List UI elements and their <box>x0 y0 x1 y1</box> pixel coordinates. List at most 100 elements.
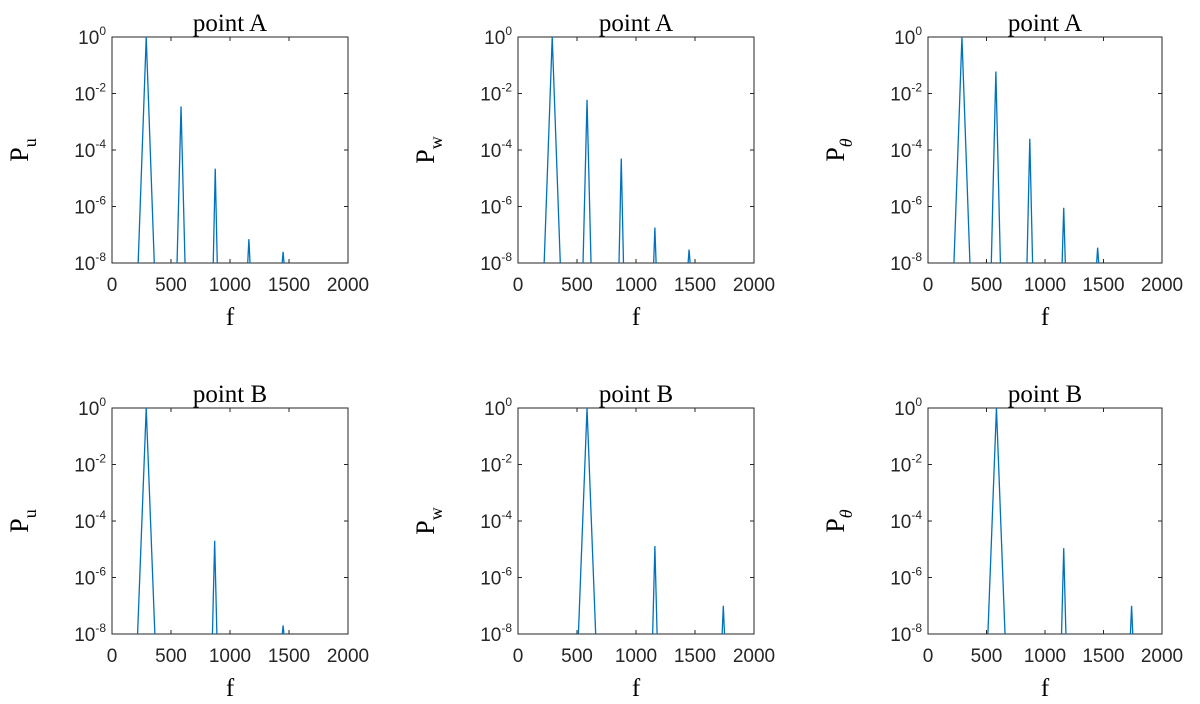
spectrum-peak-1 <box>137 37 155 263</box>
spectrum-peak-3 <box>281 625 285 634</box>
spectrum-peak-2 <box>651 546 658 634</box>
x-tick-label: 2000 <box>327 275 369 296</box>
subplot-title: point B <box>599 381 673 408</box>
subplot-3: 0 500 1000 1500 2000 10-8 10-6 10-4 10-2 100 point… <box>821 10 1183 331</box>
x-tick-label: 1000 <box>1024 275 1066 296</box>
spectrum-peak-4 <box>1061 207 1066 263</box>
y-tick-label: 10-8 <box>890 621 922 646</box>
subplot-title: point A <box>599 10 673 37</box>
x-axis-label: f <box>632 675 641 702</box>
subplot-title: point A <box>193 10 267 37</box>
y-tick-label: 10-4 <box>74 508 106 533</box>
y-tick-label: 10-2 <box>480 452 512 477</box>
y-tick-label: 10-2 <box>890 81 922 106</box>
y-tick-label: 10-4 <box>890 508 922 533</box>
spectrum-peak-1 <box>136 408 156 634</box>
spectrum-peak-3 <box>618 158 625 263</box>
spectrum-peak-4 <box>652 227 657 263</box>
x-tick-label: 500 <box>561 275 593 296</box>
x-tick-label: 1000 <box>209 646 251 667</box>
x-axis-label: f <box>632 304 641 331</box>
spectrum-peak-2 <box>582 99 592 263</box>
y-axis-label: Pθ <box>821 138 856 161</box>
spectrum-peak-2 <box>176 106 186 263</box>
y-tick-label: 10-2 <box>74 81 106 106</box>
x-tick-label: 500 <box>971 275 1003 296</box>
y-tick-label: 10-6 <box>480 194 512 219</box>
x-tick-label: 500 <box>155 275 187 296</box>
y-tick-label: 10-4 <box>890 137 922 162</box>
x-tick-label: 0 <box>107 646 118 667</box>
x-tick-label: 500 <box>971 646 1003 667</box>
spectrum-peak-2 <box>1060 548 1067 634</box>
x-tick-label: 0 <box>107 275 118 296</box>
spectrum-peak-2 <box>990 71 1002 263</box>
x-tick-label: 2000 <box>1141 275 1183 296</box>
y-tick-label: 10-6 <box>480 565 512 590</box>
subplot-1: 0 500 1000 1500 2000 10-8 10-6 10-4 10-2 100 point… <box>5 10 369 331</box>
x-tick-label: 2000 <box>733 275 775 296</box>
y-axis-label: Pw <box>411 507 446 534</box>
x-axis-label: f <box>226 304 235 331</box>
y-tick-label: 100 <box>894 24 922 49</box>
x-tick-label: 1000 <box>209 275 251 296</box>
x-tick-label: 2000 <box>733 646 775 667</box>
spectrum-peak-5 <box>687 249 691 263</box>
x-axis-label: f <box>226 675 235 702</box>
x-tick-label: 2000 <box>1141 646 1183 667</box>
y-tick-label: 10-8 <box>480 621 512 646</box>
spectrum-peak-3 <box>1129 605 1134 634</box>
y-axis-label: Pu <box>5 509 40 532</box>
axes-box <box>927 407 1163 635</box>
x-tick-label: 1000 <box>1024 646 1066 667</box>
y-tick-label: 100 <box>78 24 106 49</box>
x-tick-label: 1000 <box>615 275 657 296</box>
subplot-2: 0 500 1000 1500 2000 10-8 10-6 10-4 10-2 100 point… <box>411 10 775 331</box>
y-tick-label: 10-8 <box>890 250 922 275</box>
y-tick-label: 10-2 <box>480 81 512 106</box>
subplot-4: 0 500 1000 1500 2000 10-8 10-6 10-4 10-2 100 point… <box>5 381 369 702</box>
y-tick-label: 100 <box>484 24 512 49</box>
spectrum-peak-3 <box>1026 138 1034 263</box>
spectrum-peak-1 <box>577 408 597 634</box>
y-tick-label: 10-6 <box>890 194 922 219</box>
subplot-title: point A <box>1008 10 1082 37</box>
x-tick-label: 2000 <box>327 646 369 667</box>
spectrum-peak-5 <box>1095 247 1100 263</box>
y-tick-label: 10-8 <box>74 250 106 275</box>
y-tick-label: 10-2 <box>890 452 922 477</box>
y-tick-label: 10-6 <box>890 565 922 590</box>
y-tick-label: 10-4 <box>74 137 106 162</box>
y-tick-label: 100 <box>484 395 512 420</box>
y-tick-label: 10-8 <box>74 621 106 646</box>
x-tick-label: 0 <box>923 275 934 296</box>
y-tick-label: 10-4 <box>480 137 512 162</box>
subplot-6: 0 500 1000 1500 2000 10-8 10-6 10-4 10-2 100 point… <box>821 381 1183 702</box>
spectrum-peak-1 <box>543 37 561 263</box>
x-tick-label: 1500 <box>268 275 310 296</box>
x-axis-label: f <box>1041 675 1050 702</box>
y-tick-label: 10-6 <box>74 565 106 590</box>
x-tick-label: 0 <box>513 646 524 667</box>
subplot-title: point B <box>193 381 267 408</box>
x-tick-label: 1500 <box>268 646 310 667</box>
subplot-title: point B <box>1008 381 1082 408</box>
spectrum-peak-3 <box>721 605 726 634</box>
spectrum-peak-3 <box>212 168 218 263</box>
axes-box <box>517 407 755 635</box>
y-tick-label: 10-6 <box>74 194 106 219</box>
spectrum-peak-1 <box>987 408 1006 634</box>
spectrum-peak-2 <box>211 540 218 634</box>
y-tick-label: 10-2 <box>74 452 106 477</box>
x-tick-label: 500 <box>155 646 187 667</box>
x-tick-label: 0 <box>513 275 524 296</box>
x-axis-label: f <box>1041 304 1050 331</box>
x-tick-label: 1500 <box>1082 275 1124 296</box>
x-tick-label: 1500 <box>1082 646 1124 667</box>
x-tick-label: 1500 <box>674 646 716 667</box>
y-tick-label: 10-4 <box>480 508 512 533</box>
x-tick-label: 1500 <box>674 275 716 296</box>
x-tick-label: 500 <box>561 646 593 667</box>
spectrum-peak-5 <box>281 251 285 263</box>
